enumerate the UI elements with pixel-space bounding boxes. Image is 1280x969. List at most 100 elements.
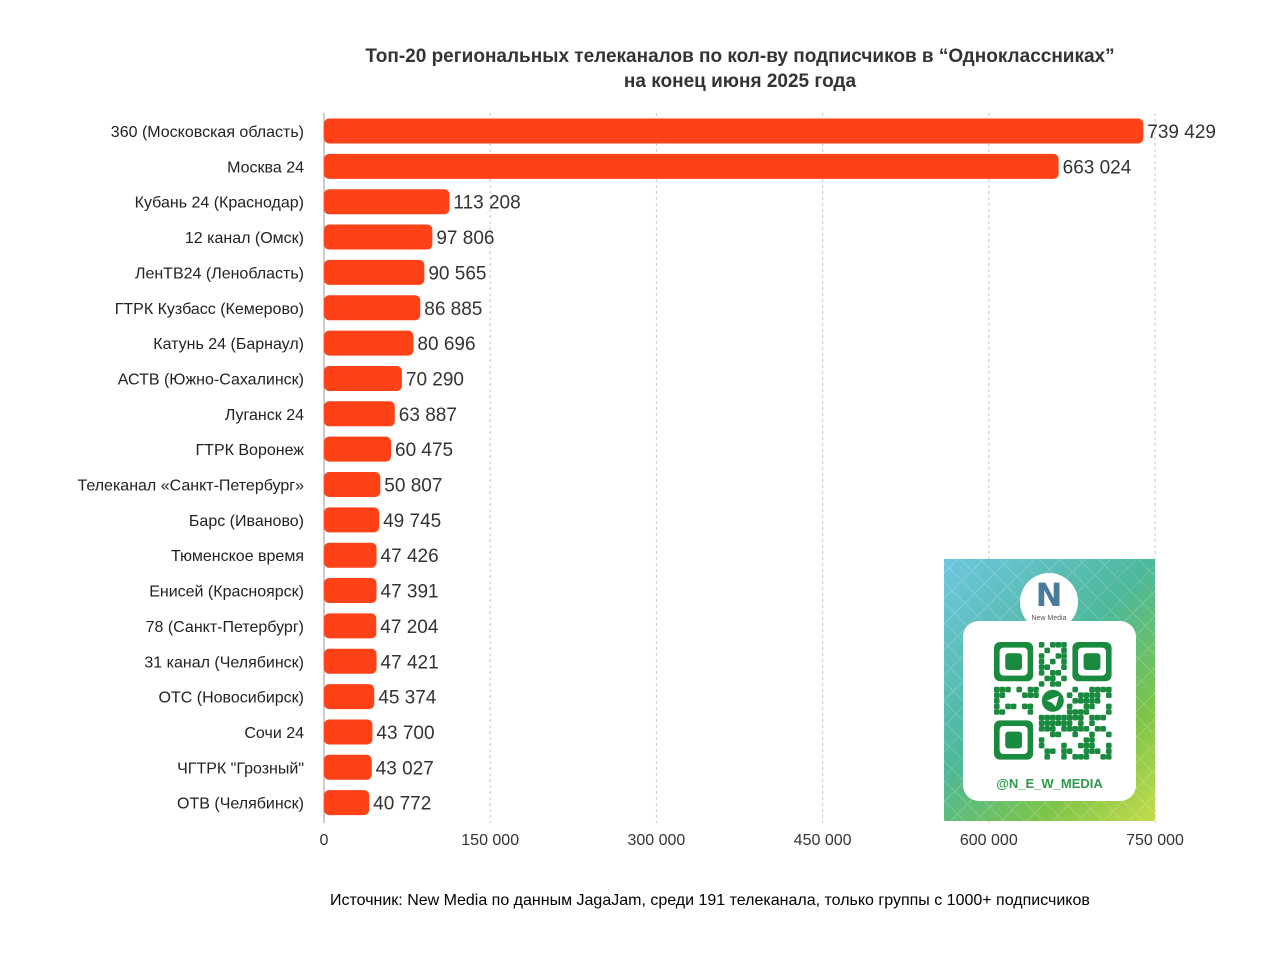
qr-module [1094, 698, 1101, 704]
category-label: Енисей (Красноярск) [149, 584, 304, 601]
source-note: Источник: New Media по данным JagaJam, с… [330, 892, 1090, 909]
qr-promo-card[interactable]: N New Media @N_E_W_MEDIA [944, 559, 1155, 821]
qr-module [999, 709, 1006, 715]
category-label: ГТРК Кузбасс (Кемерово) [115, 301, 304, 318]
qr-module [1061, 675, 1067, 682]
qr-module [1050, 642, 1056, 648]
qr-module [1089, 692, 1095, 698]
qr-module [1083, 748, 1090, 754]
bar [324, 436, 392, 462]
qr-module [1106, 742, 1112, 749]
bar [324, 578, 377, 604]
bar [324, 401, 395, 427]
qr-module [1038, 642, 1045, 648]
qr-module [1106, 686, 1112, 693]
qr-module [1061, 664, 1067, 670]
qr-module [1027, 686, 1034, 693]
qr-module [1083, 709, 1090, 715]
bar [324, 295, 421, 321]
qr-module [1106, 703, 1112, 710]
qr-module [1038, 714, 1045, 721]
qr-module [1066, 709, 1073, 715]
category-label: ЧГТРК "Грозный" [177, 760, 304, 777]
qr-module [1066, 726, 1073, 732]
qr-module [1089, 686, 1095, 693]
qr-module [1044, 714, 1050, 721]
qr-module [1055, 714, 1062, 721]
qr-module [1083, 737, 1090, 743]
category-label: 78 (Санкт-Петербург) [146, 619, 304, 636]
category-label: ОТВ (Челябинск) [177, 796, 304, 813]
value-label: 40 772 [373, 794, 431, 815]
qr-module [1083, 726, 1090, 732]
qr-module [1038, 664, 1045, 670]
qr-module [1078, 714, 1084, 721]
qr-module [1061, 647, 1067, 654]
qr-module [1072, 754, 1078, 760]
value-label: 70 290 [406, 369, 464, 390]
bar [324, 189, 450, 215]
logo-subtext: New Media [1031, 615, 1067, 622]
qr-module [1083, 703, 1090, 710]
qr-module [1089, 748, 1095, 754]
category-label: ОТС (Новосибирск) [159, 690, 304, 707]
value-label: 43 027 [376, 758, 434, 779]
value-label: 113 208 [453, 193, 520, 214]
bar [324, 507, 380, 533]
qr-module [1055, 642, 1062, 648]
qr-module [1038, 742, 1045, 749]
qr-module [1061, 748, 1067, 754]
qr-module [1083, 692, 1090, 698]
x-tick-label: 300 000 [627, 832, 685, 849]
bar [324, 330, 414, 356]
qr-module [1089, 698, 1095, 704]
value-label: 663 024 [1063, 157, 1132, 178]
qr-module [1044, 720, 1050, 726]
bar [324, 719, 373, 745]
qr-module [1061, 742, 1067, 749]
qr-module [1027, 703, 1034, 710]
qr-module [1106, 754, 1112, 760]
x-tick-label: 450 000 [794, 832, 852, 849]
qr-module [1005, 686, 1011, 693]
qr-module [1050, 670, 1056, 676]
qr-code[interactable] [963, 621, 1136, 771]
qr-module [999, 686, 1006, 693]
value-label: 47 204 [380, 617, 439, 638]
bar [324, 153, 1059, 179]
category-label: Катунь 24 (Барнаул) [153, 336, 304, 353]
value-label: 97 806 [436, 228, 494, 249]
value-label: 50 807 [384, 476, 442, 497]
qr-module [1072, 726, 1078, 732]
category-label: Кубань 24 (Краснодар) [135, 195, 304, 212]
bar [324, 648, 377, 674]
qr-module [1078, 754, 1084, 760]
qr-module [994, 692, 1000, 698]
qr-module [1038, 726, 1045, 732]
logo-letter: N [1035, 576, 1063, 614]
qr-module [1027, 692, 1034, 698]
qr-module [1078, 709, 1084, 715]
qr-module [1072, 686, 1078, 693]
value-label: 47 421 [381, 652, 439, 673]
qr-module [1083, 698, 1090, 704]
qr-module [1089, 703, 1095, 710]
qr-panel[interactable]: @N_E_W_MEDIA [963, 621, 1136, 801]
telegram-handle[interactable]: @N_E_W_MEDIA [996, 776, 1103, 791]
qr-module [1072, 714, 1078, 721]
qr-module [1005, 703, 1011, 710]
x-tick-label: 0 [320, 832, 329, 849]
qr-module [1106, 692, 1112, 698]
value-label: 43 700 [376, 723, 434, 744]
qr-module [1050, 748, 1056, 754]
qr-module [1094, 692, 1101, 698]
labels: 0 150 000 300 000 450 000 600 000 750 000 360 … [77, 122, 1216, 849]
qr-module [1055, 653, 1062, 659]
x-tick-label: 600 000 [960, 832, 1018, 849]
qr-module [1061, 714, 1067, 721]
category-label: ЛенТВ24 (Ленобласть) [135, 265, 304, 282]
qr-module [1100, 754, 1106, 760]
qr-module [1083, 754, 1090, 760]
qr-finder-core [1005, 653, 1022, 670]
qr-module [1055, 731, 1062, 738]
